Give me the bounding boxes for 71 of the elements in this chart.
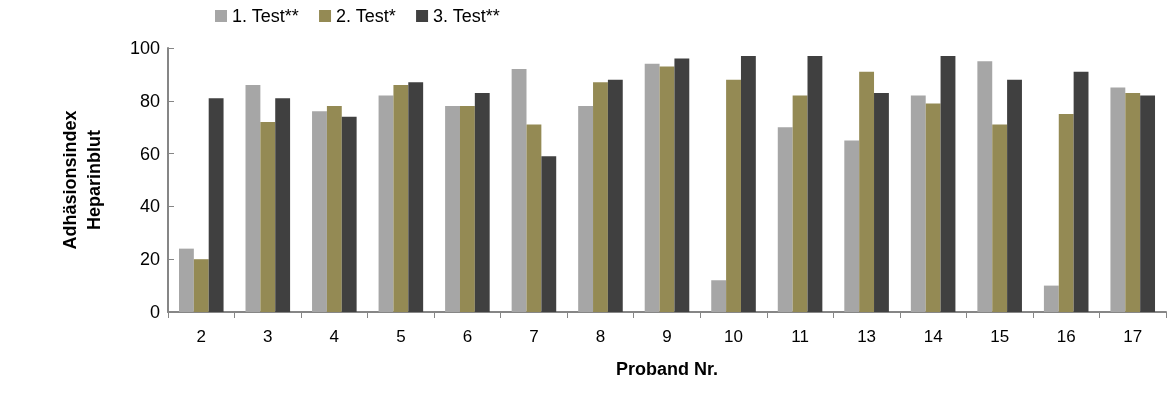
bar <box>910 95 926 312</box>
y-axis-title: Adhäsionsindex Heparinblut <box>60 110 104 250</box>
bar <box>859 71 875 312</box>
bar <box>674 58 690 312</box>
bar <box>260 121 276 312</box>
bar <box>326 106 342 312</box>
bar <box>1073 71 1089 312</box>
bar <box>777 127 793 312</box>
bar <box>578 106 594 312</box>
x-tick-label: 10 <box>724 327 743 346</box>
y-tick-label: 20 <box>139 249 160 270</box>
bar <box>378 95 394 312</box>
bar <box>193 259 209 312</box>
bar <box>1058 114 1074 312</box>
bar <box>1110 87 1126 312</box>
x-tick-label: 11 <box>791 327 809 346</box>
x-tick-label: 9 <box>662 327 672 346</box>
bar <box>977 61 993 312</box>
bar <box>740 55 756 312</box>
x-tick-label: 7 <box>529 327 539 346</box>
bar <box>925 103 941 312</box>
bar <box>526 124 542 312</box>
bar <box>474 92 490 312</box>
bar <box>393 84 409 312</box>
bar <box>659 66 675 312</box>
y-tick-label: 80 <box>139 90 160 111</box>
bar <box>726 79 741 312</box>
bar <box>874 92 889 312</box>
x-tick-label: 5 <box>396 327 406 346</box>
bar <box>341 116 357 312</box>
bar <box>992 124 1008 312</box>
bar <box>541 156 557 312</box>
x-tick-label: 17 <box>1123 327 1143 346</box>
bar <box>644 63 660 312</box>
bar <box>792 95 808 312</box>
y-tick-label: 0 <box>149 302 160 322</box>
bar <box>511 69 527 312</box>
x-tick-label: 4 <box>329 327 340 346</box>
bar <box>1140 95 1156 312</box>
x-tick-label: 8 <box>595 327 606 346</box>
bar <box>178 248 194 312</box>
x-tick-label: 2 <box>196 327 206 346</box>
bar <box>1043 285 1059 312</box>
x-tick-label: 6 <box>462 327 473 346</box>
bar <box>408 82 424 312</box>
legend-label: 1. Test** <box>232 6 299 26</box>
x-tick-label: 15 <box>990 327 1010 346</box>
bar <box>1007 79 1022 312</box>
bar <box>844 140 860 312</box>
bar <box>312 111 327 312</box>
bar <box>245 84 261 312</box>
bar <box>711 280 727 312</box>
bar <box>607 79 623 312</box>
bar <box>275 98 291 312</box>
bar <box>208 98 224 312</box>
y-tick-label: 40 <box>139 196 160 217</box>
y-tick-label: 100 <box>129 38 160 58</box>
bar <box>807 55 823 312</box>
legend-label: 2. Test* <box>336 6 396 26</box>
bar <box>1125 92 1141 312</box>
bar <box>940 55 956 312</box>
x-tick-label: 14 <box>923 327 943 346</box>
y-tick-label: 60 <box>139 143 160 164</box>
x-tick-label: 13 <box>857 327 877 346</box>
bar <box>459 106 475 312</box>
bar <box>593 82 608 312</box>
x-tick-label: 16 <box>1056 327 1076 346</box>
legend-label: 3. Test** <box>433 6 500 26</box>
x-axis-title: Proband Nr. <box>615 359 719 379</box>
x-tick-label: 3 <box>263 327 273 346</box>
bar <box>445 106 460 312</box>
